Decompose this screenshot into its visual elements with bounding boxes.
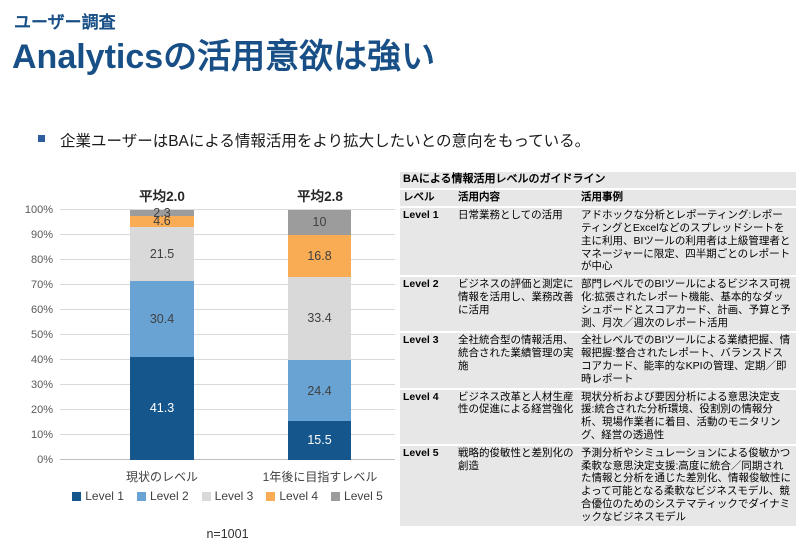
legend-label: Level 3 xyxy=(214,489,254,503)
gridline xyxy=(60,284,395,285)
legend-label: Level 5 xyxy=(344,489,383,503)
table-cell-content: 全社統合型の情報活用、統合された業績管理の実施 xyxy=(455,333,578,388)
bar-value-label: 24.4 xyxy=(307,383,332,398)
bullet-item: 企業ユーザーはBAによる情報活用をより拡大したいとの意向をもっている。 xyxy=(38,129,590,151)
bar-segment-level-2: 24.4 xyxy=(288,360,351,422)
table-cell-level: Level 2 xyxy=(400,277,455,332)
legend-item: Level 1 xyxy=(72,489,124,503)
bar-segment-level-2: 30.4 xyxy=(130,280,194,357)
gridline xyxy=(60,334,395,335)
bar-value-label: 15.5 xyxy=(307,433,332,448)
y-axis-tick: 10% xyxy=(30,429,53,441)
plot-area: 41.3 30.4 21.5 4.6 2.3 15.5 24.4 33.4 16.8 10 0%… xyxy=(25,204,395,466)
y-axis-tick: 20% xyxy=(30,404,53,416)
gridline xyxy=(60,409,395,410)
y-axis-tick: 30% xyxy=(30,379,53,391)
table-header-content: 活用内容 xyxy=(455,190,578,207)
legend-swatch-icon xyxy=(331,491,341,501)
y-axis-tick: 70% xyxy=(30,279,53,291)
y-axis-tick: 80% xyxy=(30,254,53,266)
y-axis-tick: 60% xyxy=(30,304,53,316)
legend-item: Level 5 xyxy=(331,489,383,503)
gridline xyxy=(60,459,395,460)
bar-value-label: 2.3 xyxy=(153,205,171,220)
table-cell-examples: アドホックな分析とレポーティング:レポーティングとExcelなどのスプレッドシー… xyxy=(578,208,796,276)
gridline xyxy=(60,384,395,385)
chart-legend: Level 1 Level 2 Level 3 Level 4 Level 5 xyxy=(60,489,395,503)
gridline xyxy=(60,434,395,435)
table-cell-level: Level 3 xyxy=(400,333,455,388)
page-title: Analyticsの活用意欲は強い xyxy=(12,38,436,76)
legend-swatch-icon xyxy=(72,491,82,501)
bullet-square-icon xyxy=(38,135,45,142)
gridline xyxy=(60,309,395,310)
slide-eyebrow: ユーザー調査 xyxy=(14,13,116,32)
gridline xyxy=(60,234,395,235)
bar-value-label: 33.4 xyxy=(307,311,332,326)
bar-segment-level-3: 33.4 xyxy=(288,276,351,361)
table-cell-examples: 予測分析やシミュレーションによる俊敏かつ柔軟な意思決定支援:高度に統合／同期され… xyxy=(578,445,796,526)
bar-title: 平均2.0 xyxy=(139,189,185,204)
guideline-table: BAによる情報活用レベルのガイドライン レベル 活用内容 活用事例 Level … xyxy=(400,172,796,526)
sample-size-note: n=1001 xyxy=(206,527,249,541)
table-cell-examples: 現状分析および要因分析による意思決定支援:統合された分析環境、役割別の情報分析、… xyxy=(578,389,796,444)
table-header-level: レベル xyxy=(400,190,455,207)
table-cell-examples: 部門レベルでのBIツールによるビジネス可視化:拡張されたレポート機能、基本的なダ… xyxy=(578,277,796,332)
gridline xyxy=(60,359,395,360)
legend-swatch-icon xyxy=(266,491,276,501)
legend-swatch-icon xyxy=(201,491,211,501)
bar-segment-level-1: 15.5 xyxy=(288,421,351,460)
stacked-bar: 41.3 30.4 21.5 4.6 2.3 xyxy=(130,207,194,460)
table-cell-content: 戦略的俊敏性と差別化の創造 xyxy=(455,445,578,526)
bar-segment-level-5: 2.3 xyxy=(130,207,194,219)
stacked-bar: 15.5 24.4 33.4 16.8 10 xyxy=(288,210,351,460)
legend-label: Level 2 xyxy=(149,489,189,503)
bar-segment-level-3: 21.5 xyxy=(130,227,194,281)
legend-item: Level 3 xyxy=(201,489,254,503)
bar-value-label: 30.4 xyxy=(149,311,175,326)
y-axis-tick: 100% xyxy=(24,204,53,216)
table-cell-content: ビジネスの評価と測定に情報を活用し、業務改善に活用 xyxy=(455,277,578,332)
bar-value-label: 10 xyxy=(312,215,327,230)
table-cell-level: Level 4 xyxy=(400,389,455,444)
y-axis-tick: 90% xyxy=(30,229,53,241)
x-axis-label: 1年後に目指すレベル xyxy=(262,470,378,484)
table-header-examples: 活用事例 xyxy=(578,190,796,207)
table-cell-level: Level 5 xyxy=(400,445,455,526)
x-axis-label: 現状のレベル xyxy=(125,470,199,484)
bar-title: 平均2.8 xyxy=(297,189,343,204)
bar-segment-level-5: 10 xyxy=(288,210,351,235)
bar-segment-level-1: 41.3 xyxy=(130,356,194,460)
gridline xyxy=(60,209,395,210)
bar-segment-level-4: 4.6 xyxy=(130,214,194,229)
legend-swatch-icon xyxy=(136,491,146,501)
table-caption: BAによる情報活用レベルのガイドライン xyxy=(400,172,796,189)
table-cell-content: 日常業務としての活用 xyxy=(455,208,578,276)
legend-item: Level 2 xyxy=(136,489,189,503)
table-cell-examples: 全社レベルでのBIツールによる業績把握、情報把握:整合されたレポート、バランスド… xyxy=(578,333,796,388)
bullet-text: 企業ユーザーはBAによる情報活用をより拡大したいとの意向をもっている。 xyxy=(60,133,591,150)
bar-value-label: 16.8 xyxy=(307,248,332,263)
table-cell-content: ビジネス改革と人材生産性の促進による経営強化 xyxy=(455,389,578,444)
bar-segment-level-4: 16.8 xyxy=(288,234,351,277)
gridline xyxy=(60,259,395,260)
table-cell-level: Level 1 xyxy=(400,208,455,276)
bar-value-label: 21.5 xyxy=(149,246,175,261)
legend-label: Level 1 xyxy=(85,489,124,503)
y-axis-tick: 50% xyxy=(30,329,53,341)
bar-value-label: 41.3 xyxy=(149,401,175,416)
legend-item: Level 4 xyxy=(266,489,318,503)
legend-label: Level 4 xyxy=(279,489,319,503)
bar-value-label: 4.6 xyxy=(153,214,171,229)
stacked-bar-chart: 平均2.0 平均2.8 41.3 30.4 21.5 4.6 2.3 15.5 24.4 3… xyxy=(10,185,400,550)
y-axis-tick: 0% xyxy=(37,454,53,466)
y-axis-tick: 40% xyxy=(30,354,53,366)
